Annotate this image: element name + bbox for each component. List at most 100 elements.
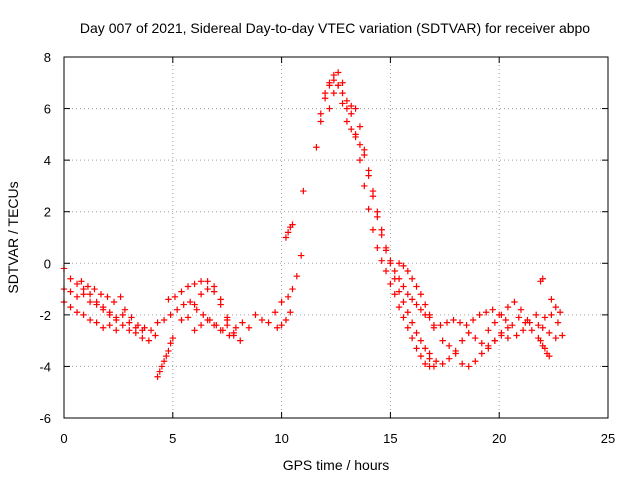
data-point	[546, 329, 553, 337]
data-point	[452, 350, 459, 357]
data-point	[178, 316, 185, 324]
data-point	[282, 234, 290, 241]
data-point	[289, 285, 296, 293]
data-point	[204, 285, 211, 293]
series-track-12	[282, 221, 296, 241]
data-point	[348, 102, 355, 110]
data-point	[417, 337, 425, 344]
data-point	[326, 105, 333, 112]
series-track-2	[60, 265, 146, 334]
x-tick-label: 15	[383, 431, 397, 446]
data-point	[400, 298, 407, 306]
data-point	[482, 309, 490, 316]
series-track-10	[252, 187, 307, 326]
series-track-21	[513, 311, 566, 342]
data-point	[432, 358, 440, 365]
data-point	[274, 324, 281, 331]
data-point	[200, 311, 207, 319]
data-point	[485, 342, 492, 349]
data-point	[478, 340, 485, 347]
data-point	[541, 314, 549, 321]
data-point	[422, 301, 429, 308]
data-point	[106, 321, 113, 329]
data-point	[400, 314, 407, 321]
data-point	[119, 321, 126, 329]
data-point	[160, 316, 168, 324]
data-point	[532, 311, 540, 319]
y-tick-label: -6	[39, 411, 51, 426]
data-point	[204, 316, 211, 324]
data-point	[517, 306, 525, 313]
series-track-7	[165, 278, 237, 339]
data-point	[348, 110, 355, 117]
data-point	[313, 144, 320, 151]
data-point	[537, 337, 544, 344]
data-point	[128, 314, 135, 321]
series-track-18	[426, 324, 512, 368]
data-point	[93, 319, 100, 326]
data-point	[330, 89, 338, 97]
data-point	[278, 298, 285, 306]
data-point	[334, 69, 342, 76]
data-point	[400, 283, 407, 290]
data-point	[67, 275, 74, 282]
data-point	[450, 316, 457, 324]
data-point	[160, 358, 168, 365]
data-point	[245, 324, 253, 331]
data-point	[204, 278, 211, 285]
data-point	[491, 337, 499, 344]
y-tick-label: 6	[44, 102, 51, 117]
data-point	[459, 337, 466, 344]
data-point	[417, 352, 425, 360]
data-point	[400, 262, 407, 270]
data-point	[404, 267, 412, 275]
data-point	[408, 275, 416, 282]
data-point	[117, 293, 124, 301]
data-point	[404, 291, 412, 298]
data-point	[369, 187, 377, 195]
data-point	[515, 314, 522, 321]
data-point	[119, 311, 126, 319]
data-point	[197, 278, 205, 285]
data-point	[67, 288, 74, 295]
data-point	[361, 182, 368, 190]
data-point	[378, 226, 385, 233]
data-point	[554, 319, 562, 326]
data-point	[265, 319, 272, 326]
data-point	[145, 337, 153, 344]
data-point	[339, 100, 346, 107]
data-point	[361, 146, 368, 154]
series-track-6	[154, 334, 176, 380]
data-point	[526, 319, 533, 326]
data-point	[391, 275, 398, 282]
data-point	[391, 291, 398, 298]
data-point	[300, 187, 307, 195]
data-point	[559, 332, 566, 339]
series-track-8	[178, 285, 244, 344]
data-point	[465, 329, 472, 337]
data-point	[356, 156, 364, 164]
data-point	[134, 321, 142, 329]
data-point	[539, 275, 546, 282]
data-point	[343, 97, 351, 105]
data-point	[80, 311, 87, 319]
data-point	[86, 291, 94, 298]
data-point	[352, 131, 359, 138]
data-point	[104, 293, 111, 301]
series-track-19	[439, 332, 512, 370]
data-point	[439, 360, 446, 368]
series-track-17	[430, 306, 562, 334]
data-point	[339, 89, 346, 97]
data-point	[67, 303, 74, 311]
data-point	[287, 309, 294, 316]
data-point	[152, 332, 159, 339]
series-track-13	[313, 69, 438, 370]
data-point	[387, 260, 394, 267]
data-point	[513, 332, 520, 339]
data-point	[139, 334, 146, 342]
series-track-15	[326, 82, 433, 357]
data-point	[528, 327, 536, 334]
data-point	[113, 314, 120, 321]
data-point	[356, 141, 364, 148]
